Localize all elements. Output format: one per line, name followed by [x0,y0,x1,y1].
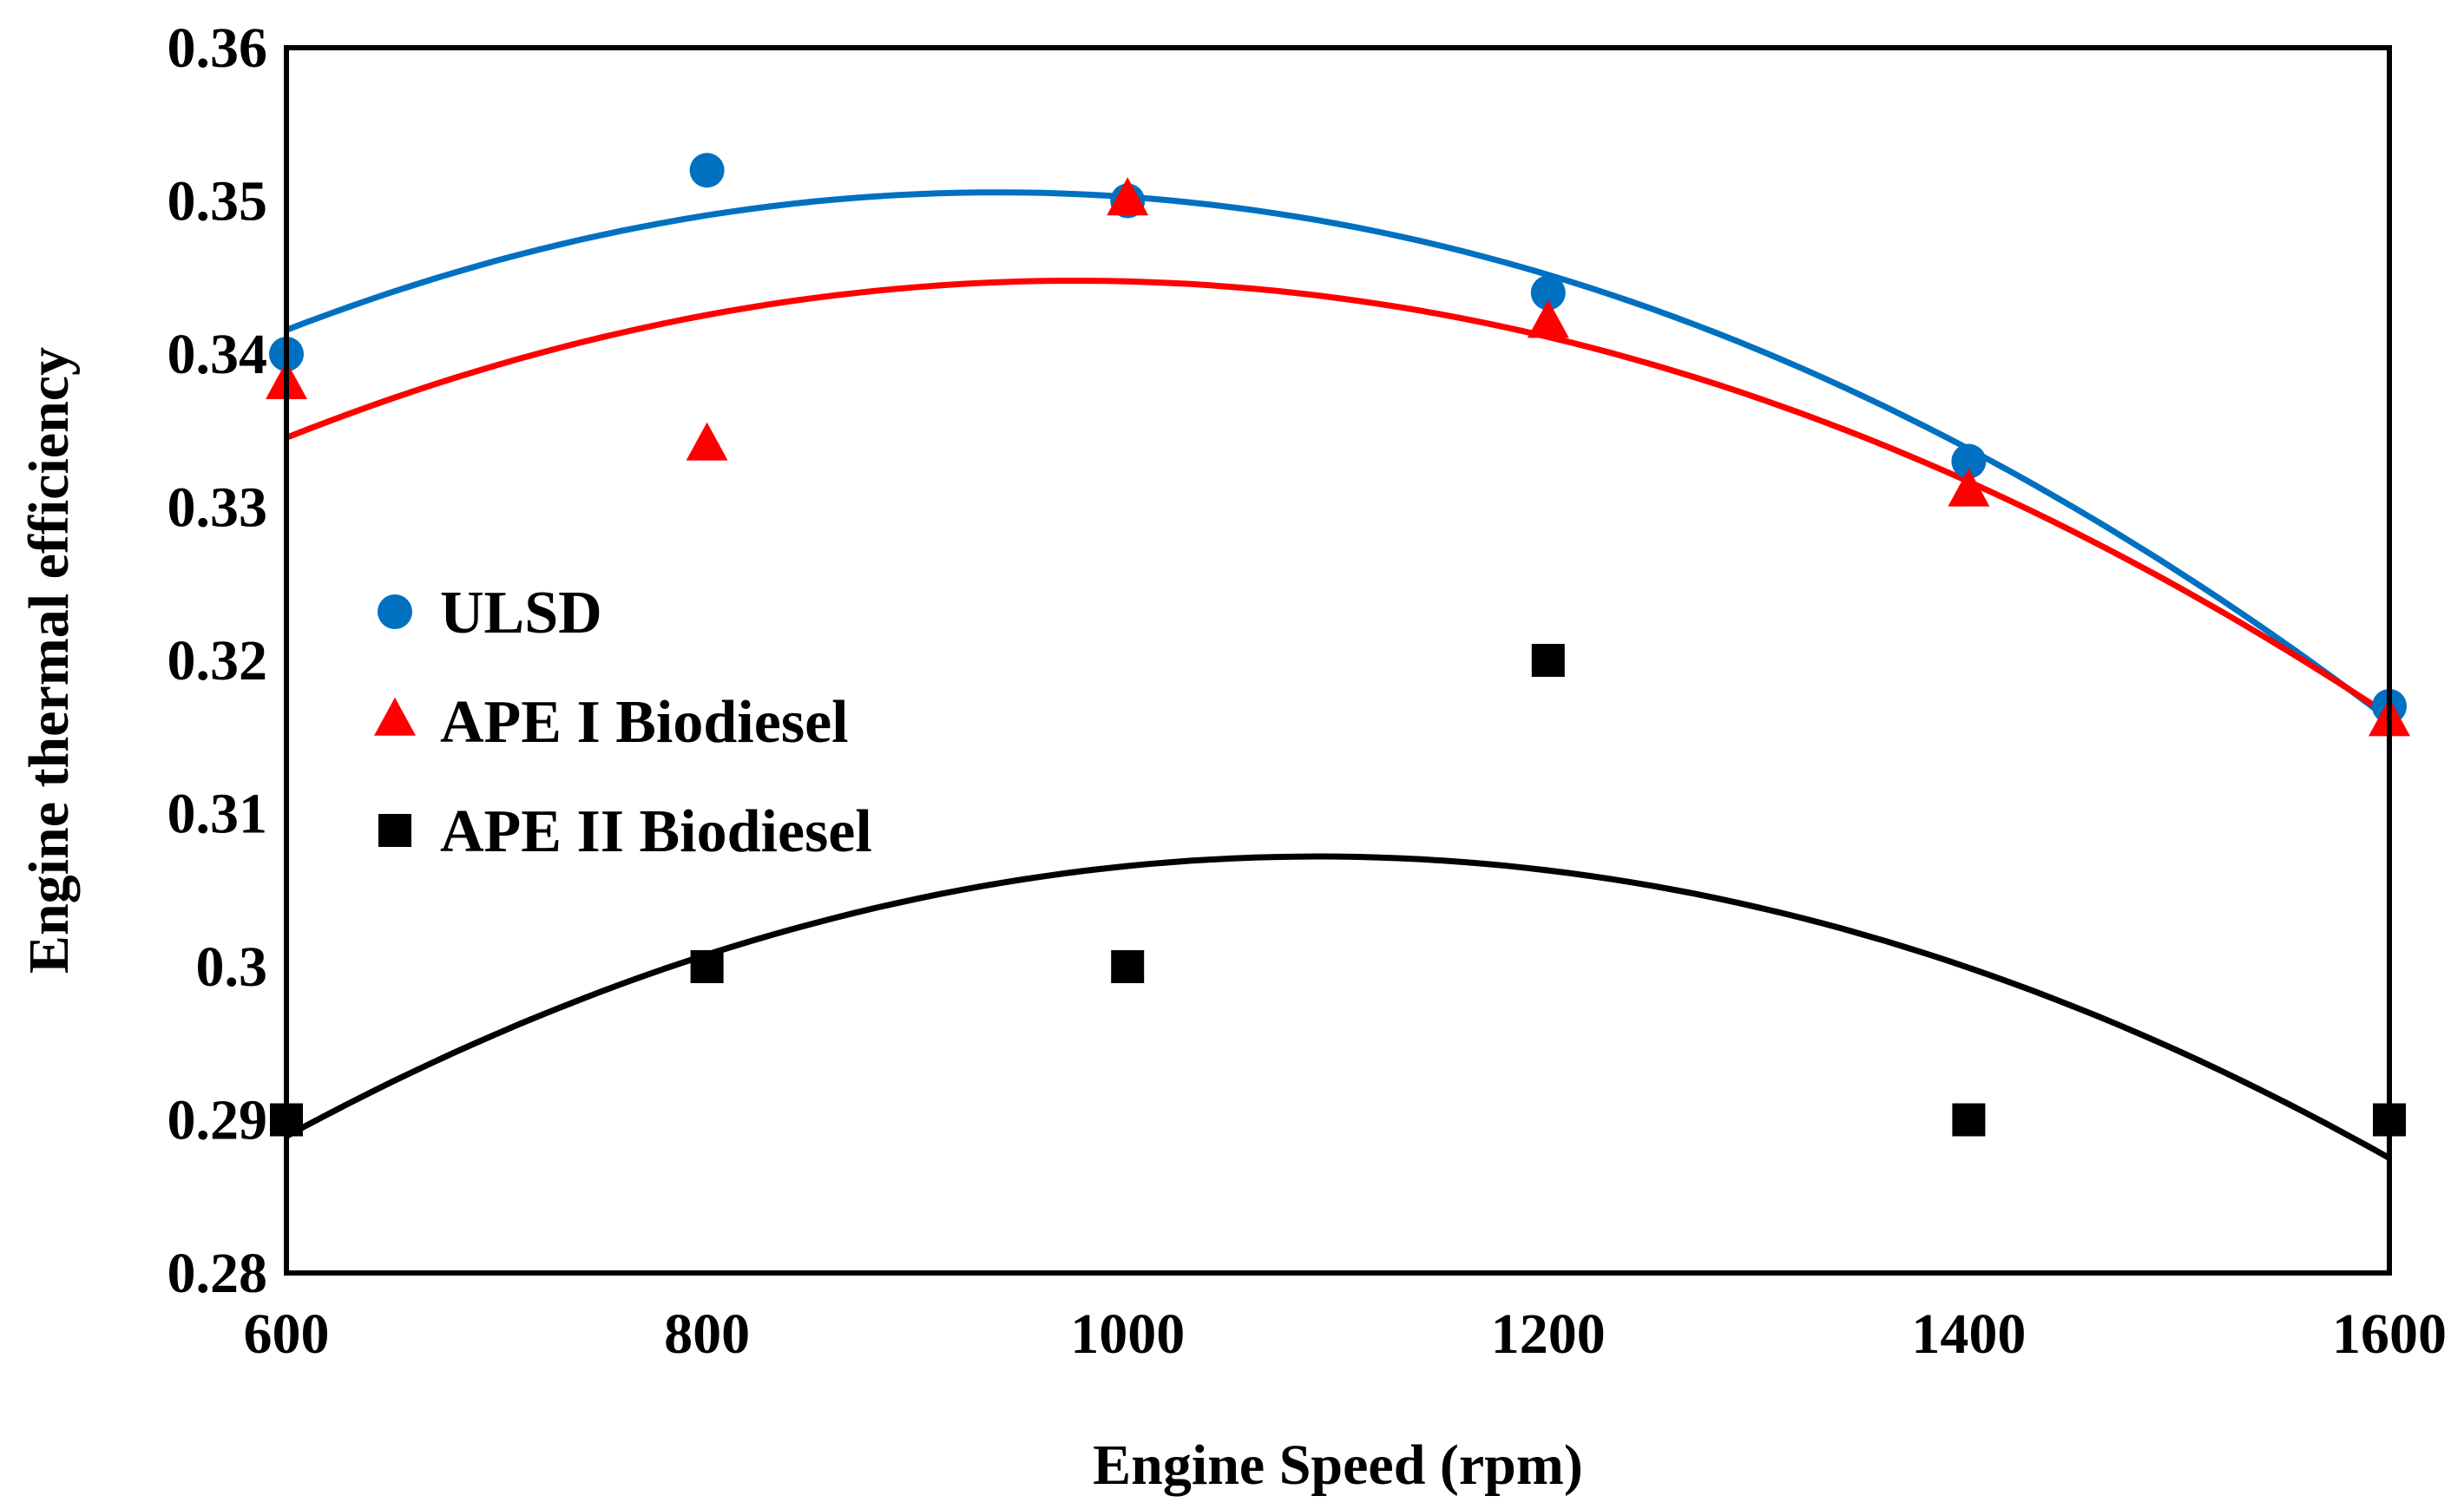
y-axis-title: Engine thermal efficiency [17,347,81,974]
legend: ULSD APE I Biodiesel APE II Biodiesel [374,580,872,865]
y-axis-ticks: 0.28 0.29 0.3 0.31 0.32 0.33 0.34 0.35 0.36 [168,16,268,1305]
legend-label: APE I Biodiesel [440,689,849,756]
data-point-series-3 [1111,950,1145,983]
y-tick-label: 0.28 [168,1242,268,1305]
x-tick-label: 600 [244,1302,330,1366]
y-tick-label: 0.3 [196,935,268,999]
x-tick-label: 1600 [2332,1302,2447,1366]
data-point-series-2 [1527,299,1569,338]
legend-marker [374,697,416,736]
trendlines [285,189,2392,1161]
data-point-series-3 [1952,1103,1986,1137]
data-point-series-1 [1530,275,1566,311]
data-point-series-1 [689,153,725,188]
trendline-series-2 [285,278,2391,718]
data-point-series-3 [1531,644,1565,677]
legend-label: ULSD [440,580,602,646]
x-tick-label: 1000 [1070,1302,1185,1366]
data-point-series-2 [1948,468,1990,507]
data-point-series-2 [1107,177,1149,216]
x-tick-label: 1200 [1491,1302,1606,1366]
y-tick-label: 0.34 [168,323,268,386]
legend-label: APE II Biodiesel [440,798,872,865]
legend-marker [378,594,412,629]
x-axis-title: Engine Speed (rpm) [1093,1434,1583,1497]
plot-area-frame [284,45,2392,1276]
trendline-series-3 [285,853,2391,1161]
x-tick-label: 800 [664,1302,750,1366]
data-point-series-2 [686,422,728,461]
x-axis-ticks: 600 800 1000 1200 1400 1600 [244,1302,2448,1366]
y-tick-label: 0.32 [168,629,268,692]
y-tick-label: 0.35 [168,170,268,233]
y-tick-label: 0.36 [168,16,268,80]
trendline-series-1 [285,189,2392,722]
data-markers [266,153,2410,1137]
y-tick-label: 0.31 [168,783,268,846]
x-tick-label: 1400 [1911,1302,2026,1366]
data-point-series-3 [690,950,724,983]
data-point-series-1 [1951,443,1987,479]
y-tick-label: 0.29 [168,1089,268,1152]
legend-marker [378,814,411,847]
y-tick-label: 0.33 [168,476,268,540]
